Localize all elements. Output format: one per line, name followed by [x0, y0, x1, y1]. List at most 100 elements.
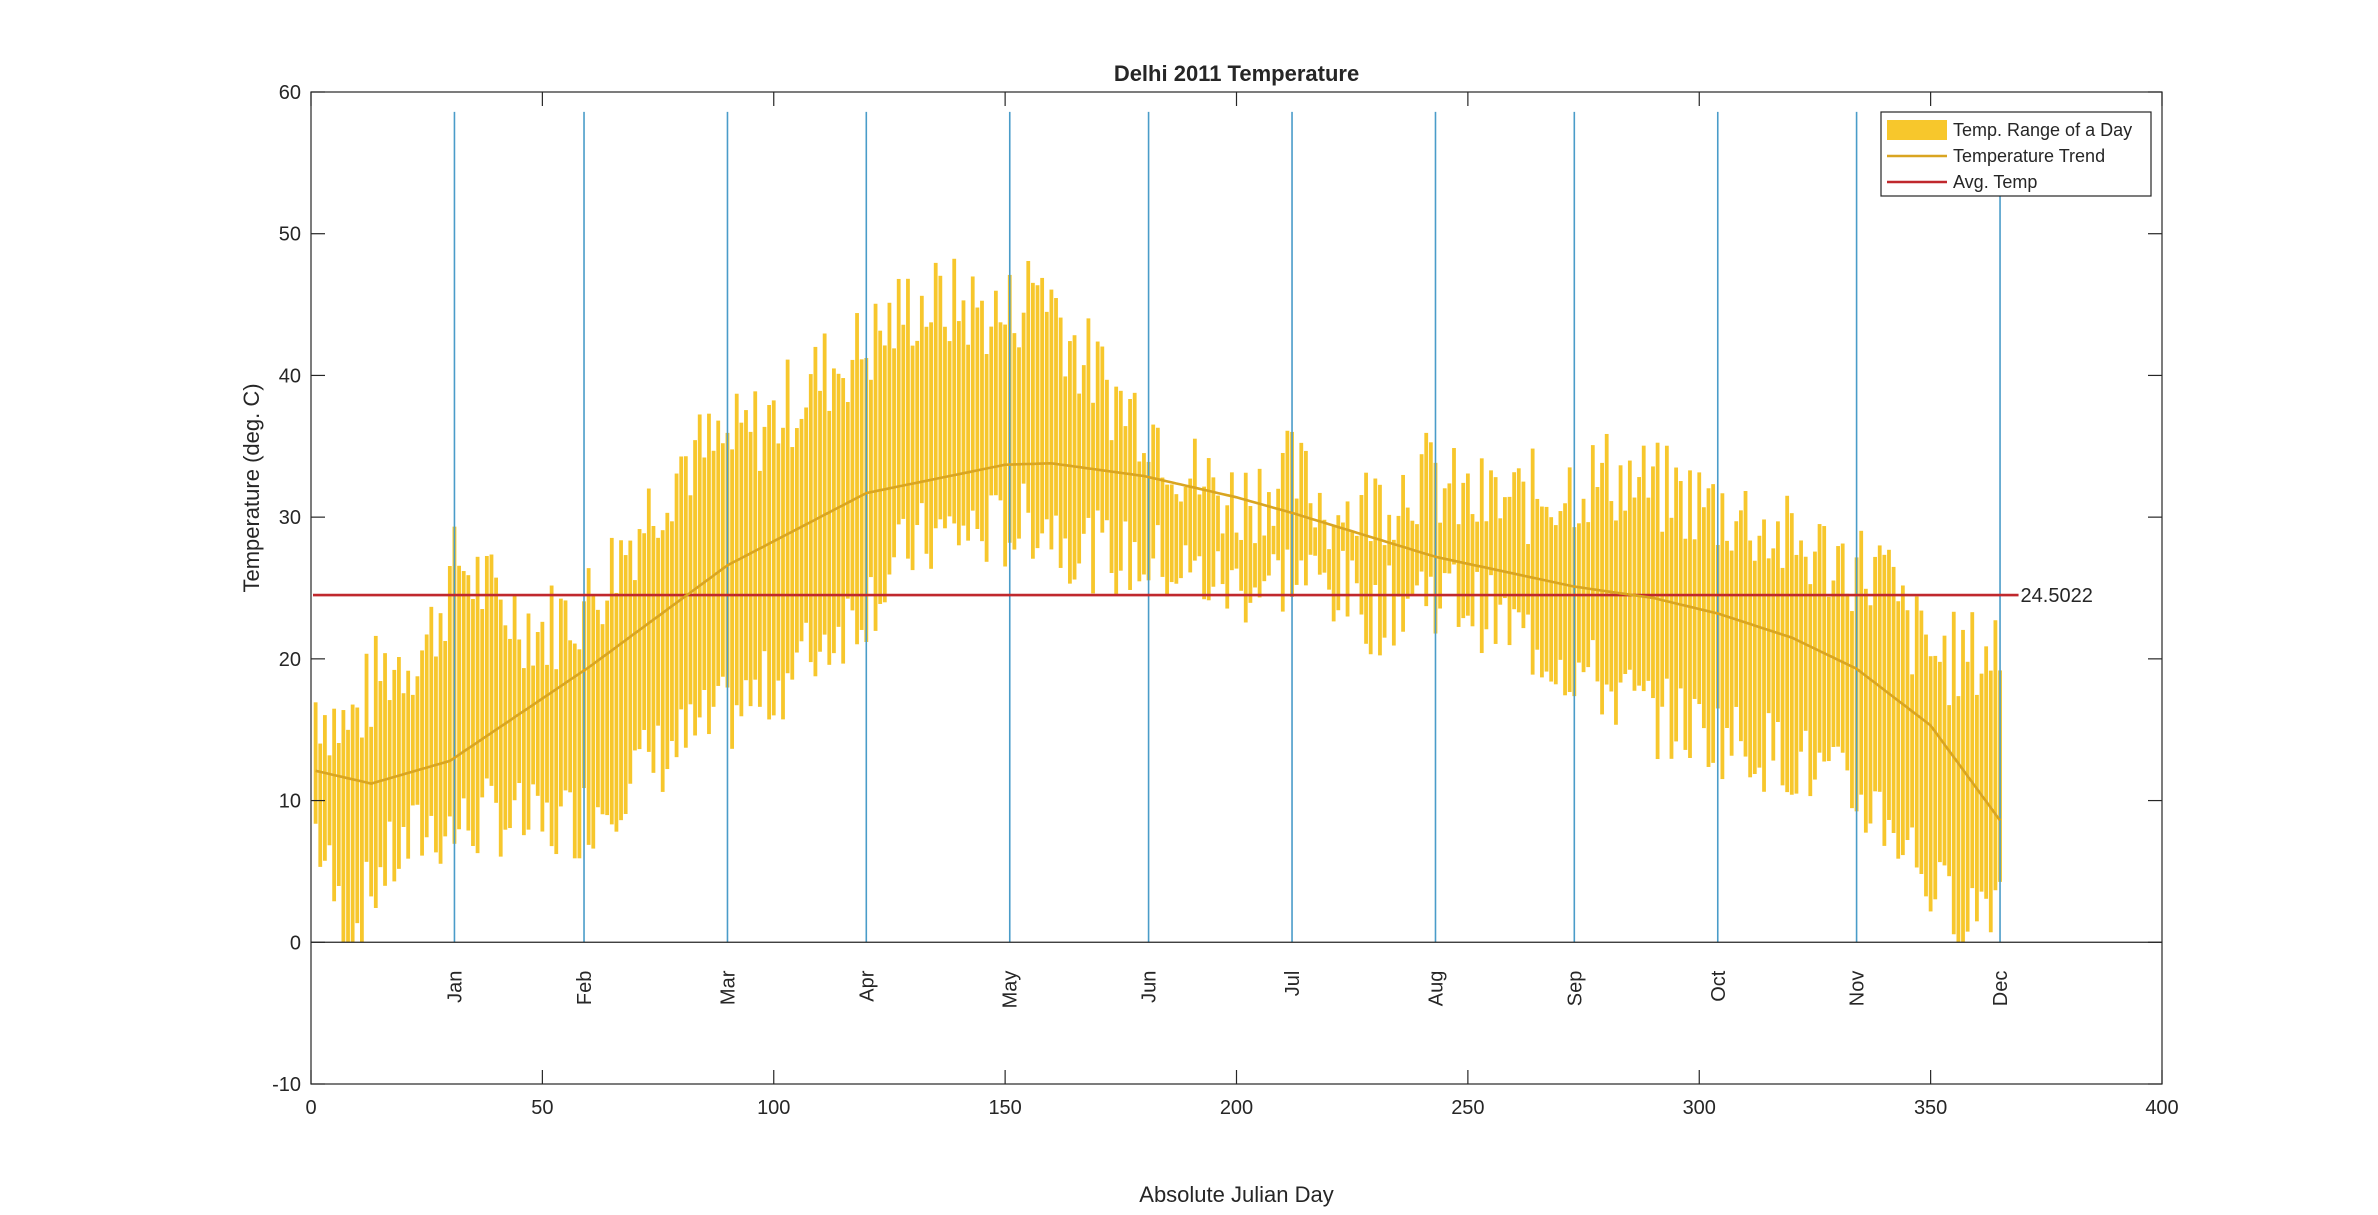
- range-bar: [1604, 433, 1609, 685]
- range-bar: [716, 420, 721, 686]
- range-bar: [924, 326, 929, 554]
- range-bar: [1850, 611, 1854, 809]
- range-bar: [869, 379, 873, 578]
- range-bar: [1424, 432, 1429, 607]
- range-bar: [1947, 705, 1952, 877]
- legend-entry-avg: Avg. Temp: [1953, 172, 2037, 192]
- range-bar: [471, 599, 475, 846]
- range-bar: [1845, 593, 1850, 771]
- range-bar: [1387, 514, 1392, 566]
- range-bar: [350, 704, 355, 943]
- range-bar: [1035, 285, 1040, 549]
- range-bar: [591, 595, 596, 849]
- x-axis-label: Absolute Julian Day: [1139, 1182, 1333, 1207]
- range-bar: [1664, 445, 1669, 679]
- range-bar: [1887, 549, 1891, 820]
- range-bar: [1789, 513, 1794, 795]
- range-bar: [1984, 646, 1989, 899]
- range-bar: [720, 443, 725, 677]
- range-bar: [674, 473, 679, 758]
- range-bar: [623, 555, 628, 814]
- range-bar: [1558, 511, 1563, 660]
- range-bar: [1752, 560, 1757, 774]
- range-bar: [1266, 492, 1271, 576]
- range-bar: [1540, 506, 1544, 678]
- range-bar: [1211, 477, 1216, 587]
- range-bar: [1100, 346, 1105, 533]
- month-label-feb: Feb: [574, 971, 596, 1005]
- range-bar: [346, 729, 350, 943]
- range-bar: [457, 565, 461, 830]
- range-bar: [1313, 527, 1318, 556]
- range-bar: [980, 300, 984, 542]
- range-bar: [651, 525, 656, 773]
- range-bar: [1951, 611, 1956, 935]
- range-bar: [762, 426, 767, 652]
- range-bar: [827, 410, 832, 665]
- range-bar: [1734, 521, 1739, 707]
- range-bar: [1475, 521, 1480, 572]
- range-bar: [1910, 674, 1915, 828]
- range-bar: [697, 414, 702, 718]
- x-tick-label: 350: [1914, 1097, 1947, 1119]
- month-label-jun: Jun: [1139, 971, 1161, 1003]
- range-bar: [1757, 535, 1762, 768]
- range-bar: [318, 743, 323, 867]
- month-lines-layer: Jan Feb Mar Apr May Jun Jul Aug Sep Oct Nov Dec: [444, 111, 2012, 1008]
- range-bar: [1896, 601, 1901, 859]
- range-bar: [494, 577, 498, 803]
- range-bar: [1900, 585, 1905, 856]
- range-bar: [1637, 477, 1641, 686]
- y-tick-label: -10: [272, 1074, 301, 1096]
- range-bar: [1142, 453, 1146, 575]
- range-bar: [1831, 580, 1836, 747]
- range-bar: [1317, 492, 1322, 575]
- range-bar: [605, 600, 610, 816]
- range-bar: [984, 354, 989, 562]
- range-bar: [1762, 519, 1766, 792]
- range-bar: [702, 457, 707, 691]
- range-bar: [1341, 522, 1345, 551]
- range-bar: [1442, 488, 1447, 574]
- range-bar: [489, 554, 494, 786]
- range-bar: [1623, 510, 1628, 674]
- range-bar: [619, 540, 623, 821]
- range-bar: [596, 609, 600, 808]
- range-bar: [707, 413, 711, 735]
- range-bar: [1105, 379, 1109, 521]
- range-bar: [1933, 655, 1938, 900]
- range-bar: [882, 345, 887, 603]
- x-tick-label: 150: [988, 1097, 1021, 1119]
- range-bar: [406, 670, 411, 859]
- range-bar: [841, 378, 846, 664]
- range-bar: [1502, 497, 1507, 599]
- range-bar: [1877, 545, 1882, 792]
- range-bar: [1507, 496, 1512, 646]
- range-bar: [1526, 544, 1530, 615]
- avg-temp-label: 24.5022: [2021, 585, 2093, 607]
- range-bar: [1563, 503, 1567, 696]
- range-bar: [1461, 482, 1466, 619]
- range-bar: [1003, 324, 1008, 567]
- range-bar: [966, 344, 971, 541]
- range-bar: [1058, 317, 1063, 568]
- range-bar: [822, 333, 827, 635]
- range-bar: [1216, 495, 1220, 552]
- range-bar: [961, 300, 966, 526]
- range-bar: [1415, 524, 1419, 586]
- range-bar: [1391, 539, 1396, 646]
- range-bar: [1484, 521, 1489, 630]
- x-tick-label: 250: [1451, 1097, 1484, 1119]
- range-bar: [438, 613, 443, 864]
- range-bar: [549, 585, 554, 847]
- range-bar: [799, 418, 804, 642]
- range-bar: [1017, 347, 1021, 539]
- range-bar: [554, 669, 559, 855]
- range-bar: [1368, 541, 1373, 655]
- range-bar: [360, 737, 364, 943]
- range-bar: [1179, 501, 1183, 579]
- range-bar: [1294, 498, 1299, 585]
- range-bar: [1646, 497, 1651, 681]
- range-bar: [1581, 498, 1586, 673]
